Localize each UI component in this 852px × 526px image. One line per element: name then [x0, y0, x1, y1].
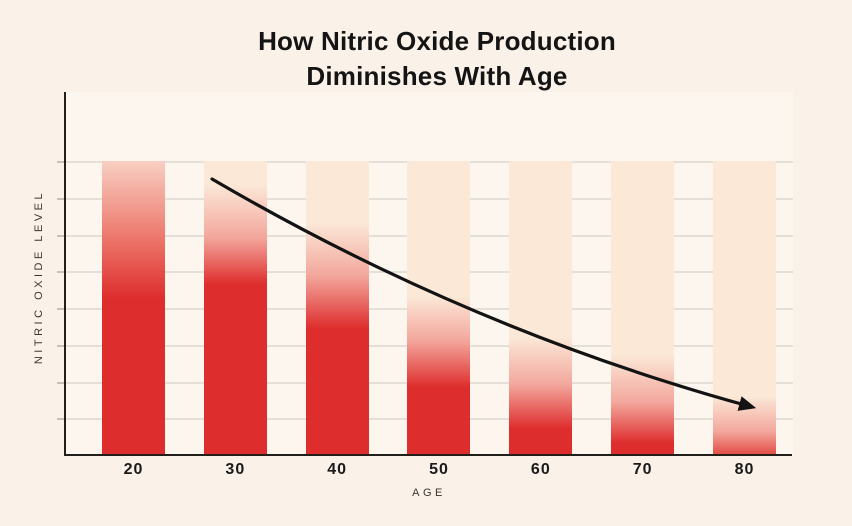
x-tick-label-50: 50: [429, 461, 449, 478]
x-axis-line: [64, 454, 792, 456]
bar-age-70: [611, 161, 675, 455]
y-axis-tick: [57, 308, 65, 310]
y-axis-tick: [57, 197, 65, 200]
chart-title: How Nitric Oxide Production Diminishes W…: [22, 24, 852, 94]
chart-title-line2: Diminishes With Age: [306, 61, 568, 91]
chart-title-line1: How Nitric Oxide Production: [258, 26, 616, 56]
x-tick-label-20: 20: [123, 461, 144, 478]
bar-age-50: [407, 161, 471, 455]
x-tick-label-60: 60: [530, 461, 551, 478]
bar-age-40: [305, 161, 369, 455]
y-axis-line: [64, 92, 66, 456]
x-tick-label-40: 40: [327, 461, 348, 478]
bar-age-60: [509, 161, 573, 455]
bar-age-20: [102, 161, 165, 455]
x-tick-label-80: 80: [734, 461, 755, 478]
y-axis-tick: [57, 381, 65, 384]
x-axis-title: AGE: [412, 487, 446, 499]
bar-age-80: [712, 161, 776, 455]
x-tick-label-70: 70: [632, 461, 653, 478]
y-axis-tick: [57, 271, 65, 274]
bar-age-30: [203, 161, 267, 455]
x-tick-label-30: 30: [225, 461, 246, 478]
y-axis-tick: [57, 234, 65, 237]
y-axis-tick: [57, 344, 65, 347]
y-axis-tick: [57, 161, 65, 163]
y-axis-title: NITRIC OXIDE LEVEL: [33, 189, 45, 365]
y-axis-tick: [57, 418, 65, 421]
